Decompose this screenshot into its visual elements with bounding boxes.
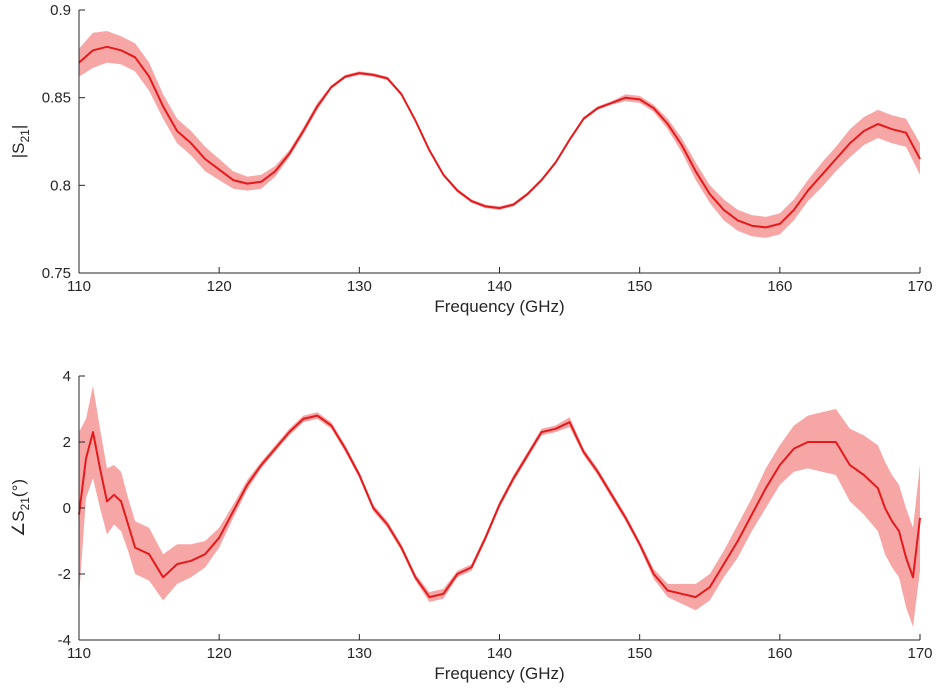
magnitude-plot: 110 120 130 140 150 160 170 0.75 0.8 0.85 0.9 Freq…	[9, 2, 933, 316]
magnitude-x-tick-label: 120	[207, 278, 232, 295]
magnitude-y-tick-label: 0.75	[42, 265, 71, 282]
magnitude-x-tick-label: 140	[487, 278, 512, 295]
phase-series-line	[78, 414, 921, 599]
magnitude-x-tick-label: 130	[347, 278, 372, 295]
phase-x-tick-label: 160	[767, 645, 792, 662]
magnitude-y-tick-label: 0.85	[42, 90, 71, 107]
phase-x-tick-label: 150	[627, 645, 652, 662]
phase-x-axis-label: Frequency (GHz)	[434, 664, 564, 683]
magnitude-x-axis-label: Frequency (GHz)	[434, 297, 564, 316]
magnitude-x-tick-label: 110	[67, 278, 91, 295]
magnitude-y-axis-label: |S21|	[9, 125, 32, 159]
magnitude-axes: 110 120 130 140 150 160 170 0.75 0.8 0.85 0.9	[42, 2, 933, 295]
phase-y-tick-label: 0	[63, 500, 71, 517]
magnitude-x-tick-label: 170	[907, 278, 932, 295]
magnitude-series-line	[78, 45, 921, 229]
magnitude-y-tick-label: 0.9	[50, 2, 71, 19]
phase-x-tick-label: 130	[347, 645, 372, 662]
phase-y-axis-label: ∠S21(°)	[9, 479, 32, 537]
magnitude-y-tick-label: 0.8	[50, 177, 71, 194]
phase-x-tick-label: 140	[487, 645, 512, 662]
phase-axes: 110 120 130 140 150 160 170 -4 -2 0 2 4	[58, 368, 933, 662]
magnitude-x-tick-label: 160	[767, 278, 792, 295]
magnitude-x-tick-label: 150	[627, 278, 652, 295]
magnitude-uncertainty-band	[79, 31, 920, 238]
phase-y-tick-label: -4	[58, 632, 71, 649]
phase-x-tick-label: 170	[907, 645, 932, 662]
phase-plot: 110 120 130 140 150 160 170 -4 -2 0 2 4 Frequency (…	[9, 368, 933, 683]
phase-x-tick-label: 120	[207, 645, 232, 662]
phase-y-tick-label: -2	[58, 566, 71, 583]
phase-y-tick-label: 2	[63, 434, 71, 451]
phase-x-tick-label: 110	[67, 645, 91, 662]
phase-y-tick-label: 4	[63, 368, 71, 385]
